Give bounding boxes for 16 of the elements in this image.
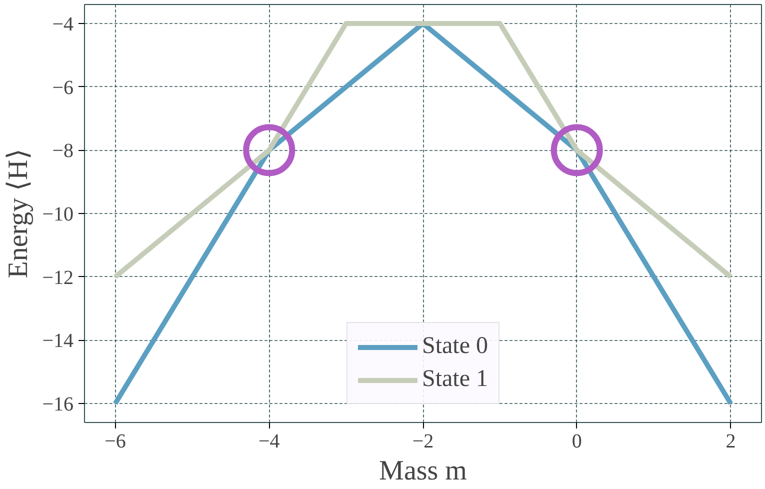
legend-label: State 1 [422, 366, 488, 393]
x-tick-label: −4 [258, 430, 280, 452]
x-tick-label: 0 [572, 430, 582, 452]
x-tick-label: −2 [412, 430, 434, 452]
y-axis-title: Energy ⟨H⟩ [3, 148, 34, 278]
y-tick-label: −8 [52, 140, 74, 162]
y-tick-label: −10 [42, 204, 74, 226]
y-tick-label: −4 [52, 14, 74, 36]
y-tick-label: −6 [52, 76, 74, 99]
legend-label: State 0 [422, 333, 488, 360]
y-tick-label: −16 [42, 394, 74, 416]
x-tick-label: 2 [726, 430, 736, 452]
x-axis-title: Mass m [379, 456, 468, 486]
y-tick-label: −12 [42, 266, 74, 289]
x-tick-label: −6 [104, 430, 126, 452]
y-tick-label: −14 [42, 330, 74, 352]
